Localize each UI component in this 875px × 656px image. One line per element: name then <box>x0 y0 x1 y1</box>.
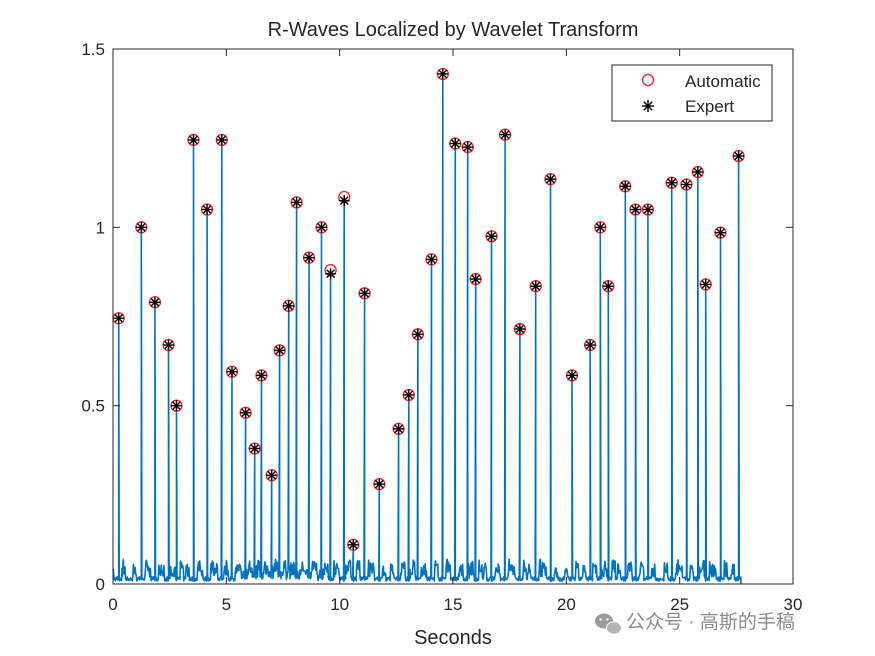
watermark-text: 公众号 · 高斯的手稿 <box>626 611 795 633</box>
signal-layer <box>112 73 742 584</box>
x-tick-label: 0 <box>108 595 117 614</box>
expert-peak-marker <box>373 478 385 490</box>
expert-peak-marker <box>163 339 175 351</box>
expert-peak-marker <box>274 344 286 356</box>
expert-peak-marker <box>316 221 328 233</box>
wechat-icon <box>595 613 622 635</box>
expert-peak-marker <box>359 287 371 299</box>
x-tick-label: 5 <box>222 595 231 614</box>
expert-peak-marker <box>149 296 161 308</box>
expert-peak-marker <box>425 253 437 265</box>
watermark: 公众号 · 高斯的手稿 <box>595 611 795 635</box>
expert-peak-marker <box>470 273 482 285</box>
expert-peak-marker <box>240 407 252 419</box>
plot-area <box>113 49 793 584</box>
expert-peak-marker <box>514 323 526 335</box>
expert-peak-marker <box>619 180 631 192</box>
expert-peak-marker <box>584 339 596 351</box>
y-tick-label: 1.5 <box>81 40 105 59</box>
expert-peak-marker <box>403 389 415 401</box>
expert-peak-marker <box>642 204 654 215</box>
expert-peak-marker <box>700 278 712 290</box>
expert-peak-marker <box>249 442 261 454</box>
y-tick-label: 1 <box>96 218 105 237</box>
expert-peak-marker <box>255 369 267 381</box>
legend-expert-label: Expert <box>685 97 734 116</box>
expert-peak-marker <box>201 204 213 215</box>
expert-peak-marker <box>680 179 692 191</box>
expert-peak-marker <box>566 369 578 381</box>
expert-peak-marker <box>338 195 350 207</box>
expert-peak-marker <box>283 300 295 312</box>
expert-peak-marker <box>602 280 614 292</box>
chart-title: R-Waves Localized by Wavelet Transform <box>268 19 639 41</box>
expert-peak-marker <box>303 252 315 264</box>
expert-peak-marker <box>544 173 556 185</box>
x-tick-label: 25 <box>670 595 689 614</box>
legend-expert-marker <box>642 100 654 112</box>
expert-peak-marker <box>170 400 182 412</box>
expert-peak-marker <box>412 328 424 340</box>
expert-peak-marker <box>216 134 228 146</box>
expert-peak-marker <box>692 166 704 178</box>
expert-peak-marker <box>347 539 359 551</box>
x-axis-label: Seconds <box>414 627 492 649</box>
expert-peak-marker <box>291 196 303 208</box>
y-tick-label: 0 <box>96 575 105 594</box>
expert-peak-marker <box>594 221 606 233</box>
x-tick-label: 10 <box>330 595 349 614</box>
expert-peak-marker <box>266 469 278 481</box>
y-tick-label: 0.5 <box>81 397 105 416</box>
x-tick-label: 20 <box>557 595 576 614</box>
legend-automatic-marker <box>641 73 655 87</box>
tick-layer: 0 5 10 15 20 25 30 0 0.5 1 1.5 <box>81 40 802 614</box>
x-tick-label: 15 <box>444 595 463 614</box>
legend-automatic-label: Automatic <box>685 72 761 91</box>
expert-peak-marker <box>629 204 641 215</box>
x-tick-label: 30 <box>784 595 803 614</box>
expert-peak-marker <box>499 129 511 141</box>
legend-box <box>611 64 773 122</box>
expert-peak-marker <box>437 68 449 80</box>
expert-peak-marker <box>325 268 337 280</box>
marker-layer <box>112 67 745 551</box>
expert-peak-marker <box>187 134 199 146</box>
expert-peak-marker <box>714 227 726 239</box>
expert-peak-marker <box>135 221 147 233</box>
expert-peak-marker <box>486 230 498 242</box>
expert-peak-marker <box>393 423 405 435</box>
ecg-signal-line <box>112 73 742 584</box>
expert-peak-marker <box>462 141 474 153</box>
expert-peak-marker <box>449 138 461 150</box>
expert-peak-marker <box>530 280 542 292</box>
expert-peak-marker <box>733 150 745 162</box>
expert-peak-marker <box>113 312 125 324</box>
expert-peak-marker <box>666 177 678 189</box>
legend: Automatic Expert <box>611 64 773 122</box>
expert-peak-marker <box>226 366 238 378</box>
